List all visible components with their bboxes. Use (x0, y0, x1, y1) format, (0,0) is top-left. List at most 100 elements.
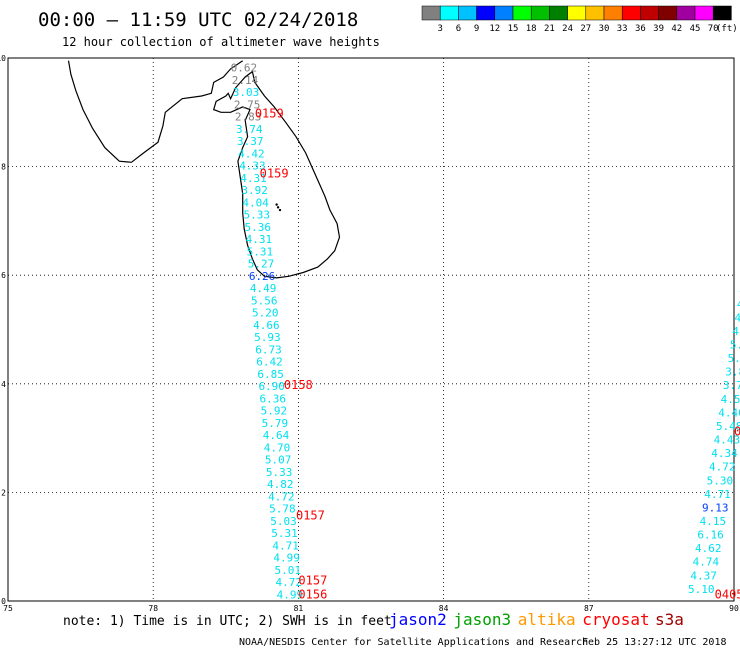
swh-value-label: 5.20 (252, 307, 279, 320)
pass-time-label: 0156 (298, 587, 327, 601)
swh-value-label: 5.92 (261, 405, 288, 418)
legend-swatch (621, 5, 641, 21)
pass-time-label: 0157 (298, 574, 327, 588)
map-border (7, 57, 735, 602)
legend-swatch (712, 5, 732, 21)
swh-value-label: 4.33 (239, 160, 265, 173)
swh-value-label: 3.73 (723, 379, 740, 392)
swh-value-label: 4.74 (693, 556, 720, 569)
island-mark (276, 206, 280, 209)
legend-swatch (530, 5, 550, 21)
legend-tick-label: 15 (508, 24, 519, 34)
legend-tick-label: 39 (653, 24, 664, 34)
legend-swatch (676, 5, 696, 21)
swh-value-label: 4.71 (704, 488, 731, 501)
lon-tick-label: 87 (584, 604, 594, 613)
legend-swatch (603, 5, 623, 21)
satellite-legend: jason2 jason3 altika cryosat s3a (389, 610, 684, 629)
swh-value-label: 6.16 (697, 529, 724, 542)
legend-swatch (549, 5, 568, 21)
lon-tick-label: 84 (439, 604, 449, 613)
swh-value-label: 4.62 (695, 542, 722, 555)
swh-value-label: 6.26 (249, 270, 276, 283)
swh-value-label: 5.36 (245, 221, 272, 234)
swh-value-label: 5.93 (254, 331, 281, 344)
swh-value-label: 0.62 (231, 62, 258, 75)
swh-value-label: 5.78 (269, 503, 296, 516)
legend-unit-label: (ft) (716, 24, 738, 34)
swh-value-label: 4.37 (690, 569, 717, 582)
sri-lanka-coastline (212, 70, 341, 279)
legend-tick-label: 12 (489, 24, 500, 34)
swh-value-label: 4.72 (709, 461, 736, 474)
swh-value-label: 5.07 (265, 454, 292, 467)
legend-swatch (476, 5, 496, 21)
swh-value-label: 4.31 (240, 172, 267, 185)
map-grid (8, 58, 734, 601)
swh-value-label: 5.03 (270, 515, 297, 528)
lat-tick-label: 10 (0, 54, 6, 63)
legend-swatch (567, 5, 587, 21)
legend-tick-label: 45 (690, 24, 701, 34)
swh-value-label: 5.30 (707, 474, 734, 487)
swh-value-label: 4.64 (263, 429, 290, 442)
swh-value-label: 6.73 (255, 343, 282, 356)
swh-value-label: 4.04 (242, 196, 269, 209)
satellite-name-jason2: jason2 (389, 610, 447, 629)
swh-value-label: 3.74 (236, 123, 263, 136)
lon-tick-label: 75 (3, 604, 13, 613)
swh-value-label: 5.31 (247, 245, 274, 258)
swh-value-label: 4.71 (272, 539, 299, 552)
legend-swatch (512, 5, 532, 21)
swh-value-label: 3.03 (233, 86, 260, 99)
swh-value-label: 4.42 (238, 147, 265, 160)
swh-value-label: 4.40 (718, 406, 740, 419)
swh-value-label: 3.87 (725, 366, 740, 379)
legend-swatch (494, 5, 514, 21)
satellite-name-cryosat: cryosat (582, 610, 649, 629)
satellite-name-s3a: s3a (655, 610, 684, 629)
swh-value-label: 5.56 (251, 294, 277, 307)
swh-value-label: 2.83 (235, 111, 262, 124)
satellite-name-jason3: jason3 (453, 610, 511, 629)
map-plot-area: 0.622.143.032.752.833.743.374.424.334.31… (7, 57, 740, 602)
swh-value-label: 4.99 (273, 552, 300, 565)
swh-value-label: 5.42 (728, 352, 740, 365)
wave-height-color-legend: 3 6 9 12 15 18 21 24 27 30 33 36 39 42 45 70 (421, 5, 732, 34)
legend-swatch (439, 5, 459, 21)
swh-value-label: 5.01 (730, 339, 740, 352)
swh-value-label: 4.49 (250, 282, 277, 295)
legend-tick-label: 6 (456, 24, 461, 34)
swh-value-label: 4.70 (264, 441, 291, 454)
legend-tick-label: 33 (617, 24, 628, 34)
pass-time-label: 0158 (284, 378, 313, 392)
lat-tick-label: 6 (1, 271, 6, 280)
swh-value-label: 5.10 (688, 583, 715, 596)
legend-tick-label: 36 (635, 24, 646, 34)
swh-value-label: 6.90 (258, 380, 285, 393)
swh-value-label: 4.43 (714, 434, 740, 447)
pass-time-label: 0159 (255, 107, 284, 121)
footer-note: note: 1) Time is in UTC; 2) SWH is in fe… (63, 614, 392, 629)
swh-value-label: 4.31 (246, 233, 273, 246)
legend-tick-label: 18 (526, 24, 537, 34)
swh-value-label: 4.05 (732, 325, 740, 338)
swh-value-label: 5.48 (716, 420, 740, 433)
legend-swatch (421, 5, 441, 21)
swh-value-label: 2.14 (232, 74, 259, 87)
lon-tick-label: 90 (729, 604, 739, 613)
swh-value-label: 5.33 (266, 466, 293, 479)
axis-labels: 75 78 81 84 87 90 0 2 4 6 8 10 (0, 54, 739, 613)
lon-tick-label: 78 (148, 604, 158, 613)
pass-time-label: 0405 (715, 587, 740, 601)
lat-tick-label: 0 (1, 597, 6, 606)
swh-value-label: 6.36 (260, 392, 287, 405)
swh-value-label: 4.9 (737, 298, 740, 311)
swh-value-label: 6.42 (256, 356, 283, 369)
swh-value-label: 5.79 (262, 417, 289, 430)
india-coastline (67, 60, 244, 163)
legend-tick-label: 30 (599, 24, 610, 34)
satellite-name-altika: altika (518, 610, 576, 629)
satellite-tracks: 0.622.143.032.752.833.743.374.424.334.31… (231, 62, 740, 602)
